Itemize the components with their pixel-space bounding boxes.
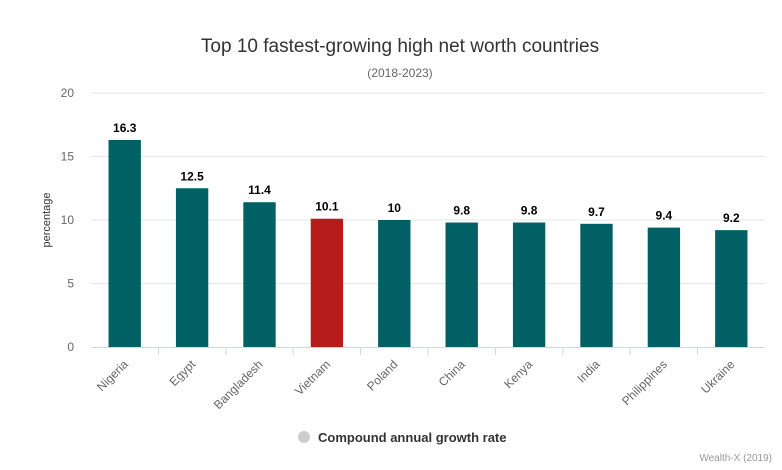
y-tick-label: 5 — [67, 277, 74, 291]
legend-label[interactable]: Compound annual growth rate — [318, 430, 507, 445]
bar[interactable] — [310, 218, 344, 347]
data-labels: 16.3 12.5 11.4 10.1 10 9.8 9.8 9.7 9.4 9.2 — [113, 121, 740, 225]
y-tick-label: 10 — [61, 213, 75, 227]
chart-subtitle: (2018-2023) — [367, 66, 432, 80]
bar[interactable] — [445, 222, 478, 347]
data-label: 9.8 — [453, 204, 470, 218]
data-label: 9.2 — [723, 211, 740, 225]
bar[interactable] — [378, 220, 411, 347]
x-tick-label: Philippines — [619, 357, 670, 408]
y-axis-title: percentage — [41, 192, 53, 247]
bar[interactable] — [647, 227, 681, 347]
x-tick-label: Nigeria — [94, 357, 131, 394]
data-label: 10 — [388, 201, 402, 215]
legend-marker-icon[interactable] — [298, 431, 310, 443]
data-label: 11.4 — [248, 183, 271, 197]
data-label: 16.3 — [113, 121, 137, 135]
y-tick-label: 15 — [61, 150, 75, 164]
data-label: 10.1 — [315, 200, 339, 214]
x-tick-label: Bangladesh — [211, 357, 266, 412]
x-tick-label: India — [574, 357, 603, 386]
y-tick-label: 0 — [67, 340, 74, 354]
y-tick-label: 20 — [61, 86, 75, 100]
bar[interactable] — [715, 230, 748, 347]
bar[interactable] — [108, 139, 141, 347]
x-tick-label: Kenya — [501, 357, 535, 391]
x-tick-label: Ukraine — [698, 357, 737, 396]
bar[interactable] — [243, 202, 276, 347]
bar[interactable] — [175, 188, 209, 347]
bars — [108, 139, 748, 347]
bar[interactable] — [580, 223, 613, 347]
x-tick-label: Egypt — [167, 357, 199, 389]
bar[interactable] — [512, 222, 546, 347]
data-label: 9.8 — [521, 204, 538, 218]
chart-title: Top 10 fastest-growing high net worth co… — [201, 36, 599, 57]
y-axis-ticks: 0 5 10 15 20 — [61, 86, 75, 354]
data-label: 12.5 — [180, 169, 204, 183]
x-tick-label: China — [436, 357, 468, 389]
chart-credit[interactable]: Wealth-X (2019) — [699, 453, 772, 464]
data-label: 9.7 — [588, 205, 605, 219]
x-tick-label: Poland — [364, 357, 400, 393]
x-tick-label: Vietnam — [292, 357, 333, 398]
legend[interactable]: Compound annual growth rate — [298, 430, 507, 445]
x-axis: Nigeria Egypt Bangladesh Vietnam Poland China… — [91, 347, 765, 412]
data-label: 9.4 — [656, 209, 673, 223]
